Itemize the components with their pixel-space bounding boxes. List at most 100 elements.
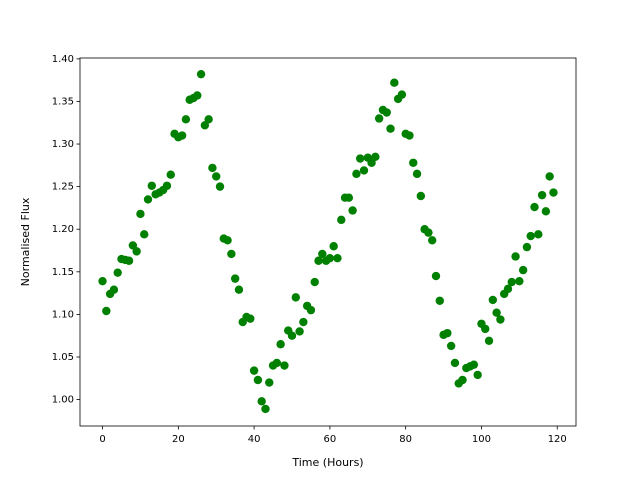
data-point xyxy=(140,230,149,239)
data-point xyxy=(371,152,380,162)
y-tick-label: 1.35 xyxy=(52,96,74,107)
data-point xyxy=(162,181,172,190)
data-point xyxy=(265,378,274,387)
data-point xyxy=(431,271,441,281)
data-point xyxy=(132,247,141,256)
data-point xyxy=(473,370,482,380)
data-point xyxy=(329,242,338,251)
data-point xyxy=(318,249,327,259)
data-point xyxy=(230,274,240,283)
data-point xyxy=(306,305,316,315)
data-point xyxy=(325,253,335,263)
data-point xyxy=(223,236,232,245)
data-point xyxy=(549,188,558,197)
data-point xyxy=(181,115,191,124)
x-tick-label: 100 xyxy=(472,434,491,445)
data-point xyxy=(215,182,225,191)
data-point xyxy=(276,340,285,349)
data-point xyxy=(98,276,107,286)
data-point xyxy=(522,242,532,252)
data-point xyxy=(359,166,369,175)
y-axis-label: Normalised Flux xyxy=(19,197,32,286)
data-point xyxy=(435,296,444,305)
data-point xyxy=(257,397,266,406)
data-point xyxy=(416,191,426,201)
data-point xyxy=(177,131,187,140)
data-point xyxy=(227,249,236,259)
data-point xyxy=(348,206,357,215)
data-point xyxy=(291,293,300,302)
y-tick-label: 1.10 xyxy=(52,309,74,320)
data-point xyxy=(534,230,543,239)
data-point xyxy=(193,91,202,100)
data-point xyxy=(356,154,365,163)
data-point xyxy=(492,308,501,317)
data-point xyxy=(530,202,539,212)
y-tick-label: 1.30 xyxy=(52,139,74,150)
data-point xyxy=(405,131,414,140)
data-point xyxy=(310,277,319,287)
data-point xyxy=(488,295,498,305)
data-point xyxy=(113,268,122,277)
data-point xyxy=(409,158,418,167)
data-point xyxy=(196,69,206,79)
data-point xyxy=(147,181,157,190)
data-point xyxy=(333,253,342,263)
data-point xyxy=(374,114,384,123)
data-point xyxy=(352,169,361,179)
y-tick-label: 1.20 xyxy=(52,224,74,235)
data-point xyxy=(484,336,494,346)
data-point xyxy=(526,231,535,241)
data-point xyxy=(102,306,111,316)
y-tick-label: 1.25 xyxy=(52,182,74,193)
data-point xyxy=(424,228,433,237)
plot-frame xyxy=(79,57,577,427)
data-point xyxy=(496,315,505,324)
data-point xyxy=(469,360,479,369)
data-point xyxy=(249,366,259,375)
data-point xyxy=(204,115,213,124)
data-point xyxy=(367,158,376,167)
data-point xyxy=(428,236,437,245)
x-tick-label: 80 xyxy=(399,434,412,445)
data-point xyxy=(382,108,391,117)
data-point xyxy=(446,341,456,351)
data-point xyxy=(124,256,134,265)
y-tick-label: 1.15 xyxy=(52,267,74,278)
data-point xyxy=(314,256,323,265)
data-point xyxy=(143,195,153,204)
data-point xyxy=(412,169,422,179)
data-point xyxy=(109,285,119,294)
data-point xyxy=(280,361,289,370)
data-point xyxy=(481,324,490,334)
data-point xyxy=(537,190,547,200)
data-point xyxy=(545,172,554,181)
data-point xyxy=(212,172,221,181)
data-point xyxy=(253,375,263,385)
data-point xyxy=(390,78,399,87)
data-point xyxy=(450,358,460,368)
data-point xyxy=(136,209,145,219)
data-point xyxy=(344,193,354,202)
data-point xyxy=(503,284,513,294)
data-point xyxy=(386,124,395,133)
data-point xyxy=(337,215,346,225)
data-point xyxy=(234,285,244,294)
data-point xyxy=(518,265,528,275)
data-point xyxy=(200,121,210,130)
x-tick-label: 120 xyxy=(548,434,567,445)
data-point xyxy=(128,241,138,250)
data-point xyxy=(272,358,282,368)
x-tick-label: 40 xyxy=(248,434,261,445)
data-point xyxy=(287,331,297,340)
y-tick-label: 1.05 xyxy=(52,352,74,363)
data-point xyxy=(299,317,308,327)
y-tick-label: 1.40 xyxy=(52,54,74,65)
data-point xyxy=(507,277,516,287)
data-point xyxy=(166,170,175,179)
data-point xyxy=(397,90,407,99)
data-point xyxy=(208,163,217,173)
data-point xyxy=(458,375,467,385)
y-tick-label: 1.00 xyxy=(52,395,74,406)
